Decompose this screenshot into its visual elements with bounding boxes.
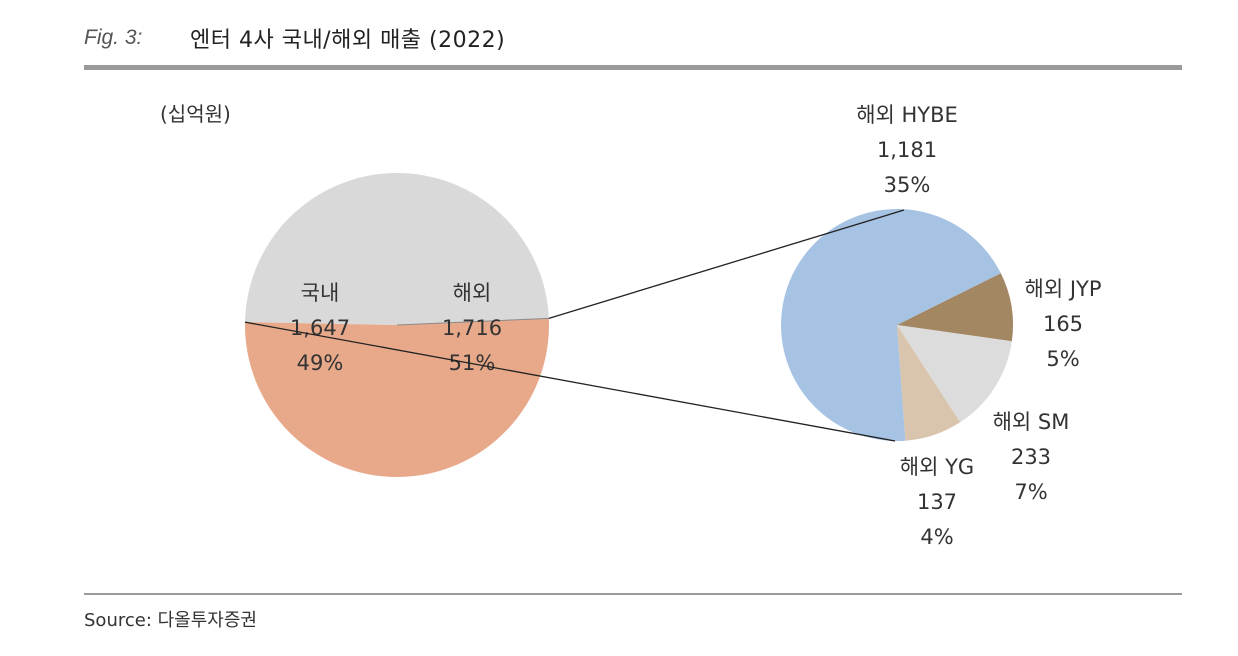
bottom-rule: [84, 593, 1182, 595]
top-rule: [84, 65, 1182, 70]
label-jyp: 해외 JYP 165 5%: [1025, 277, 1102, 371]
figure-number: Fig. 3:: [84, 26, 143, 49]
slice-yg: [897, 325, 961, 441]
slice-jyp: [897, 273, 1013, 342]
source-note: Source: 다올투자증권: [84, 610, 257, 631]
label-yg: 해외 YG 137 4%: [900, 455, 974, 549]
slice-hybe: [781, 209, 1001, 441]
unit-label: (십억원): [160, 102, 231, 126]
slice-domestic: [245, 173, 549, 325]
slice-overseas: [244, 318, 549, 478]
figure-title: 엔터 4사 국내/해외 매출 (2022): [190, 28, 506, 53]
connector-top: [548, 209, 905, 319]
label-sm: 해외 SM 233 7%: [993, 410, 1070, 504]
slice-sm: [897, 325, 1012, 423]
figure-header: Fig. 3: 엔터 4사 국내/해외 매출 (2022): [84, 18, 505, 58]
slice-divider: [396, 317, 549, 326]
label-hybe: 해외 HYBE 1,181 35%: [856, 103, 958, 197]
connector-bottom: [244, 321, 896, 442]
